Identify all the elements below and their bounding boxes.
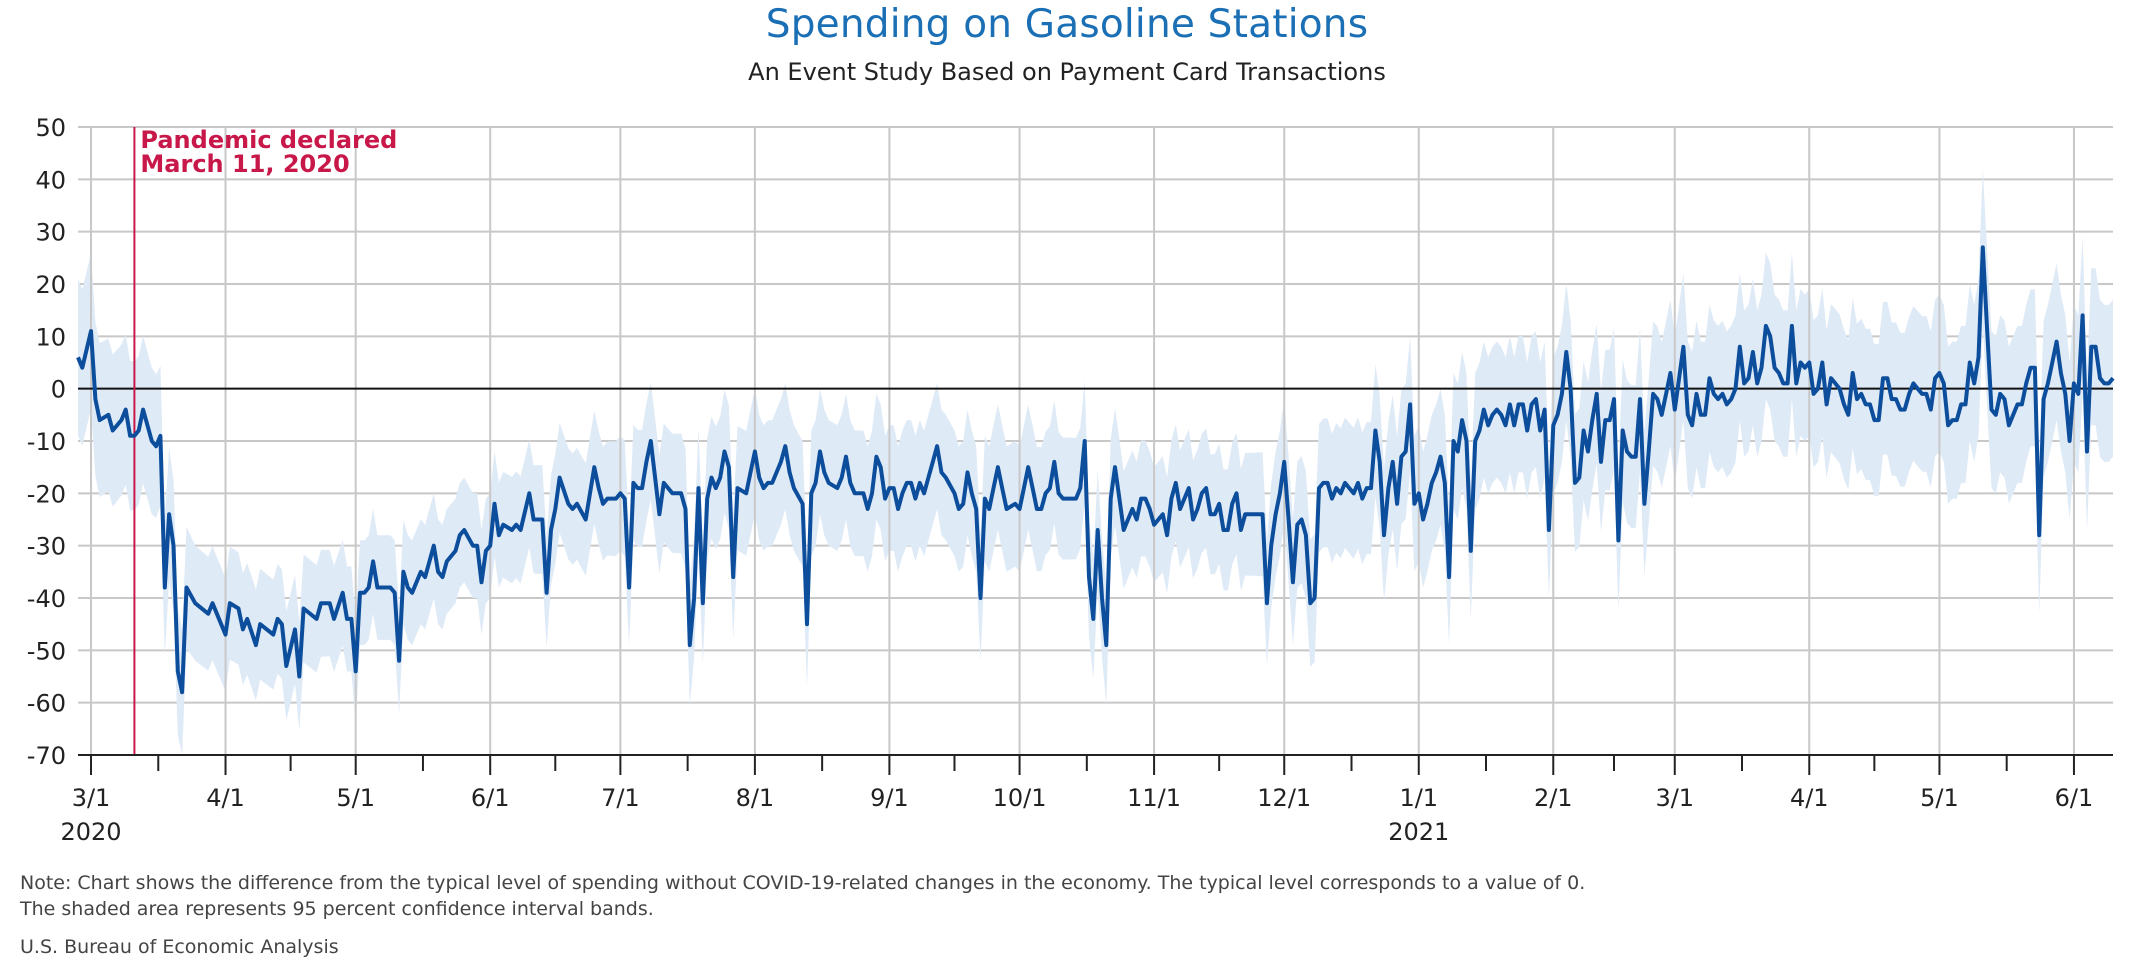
x-tick-label: 10/1 bbox=[993, 784, 1047, 812]
x-tick-label: 4/1 bbox=[1790, 784, 1829, 812]
x-year-label: 2021 bbox=[1388, 818, 1449, 846]
chart-subtitle: An Event Study Based on Payment Card Tra… bbox=[748, 58, 1386, 86]
x-tick-label: 11/1 bbox=[1127, 784, 1181, 812]
x-tick-label: 9/1 bbox=[870, 784, 909, 812]
x-tick-label: 3/1 bbox=[1655, 784, 1694, 812]
x-tick-label: 8/1 bbox=[736, 784, 775, 812]
vertical-grid-lines bbox=[90, 127, 2075, 755]
x-tick-label: 1/1 bbox=[1399, 784, 1438, 812]
y-tick-label: -30 bbox=[27, 533, 66, 561]
series-line bbox=[76, 245, 2115, 695]
x-year-label: 2020 bbox=[60, 818, 121, 846]
grid-lines bbox=[78, 126, 2113, 756]
annotation-line-1: Pandemic declared bbox=[140, 126, 397, 154]
x-tick-label: 5/1 bbox=[1920, 784, 1959, 812]
y-tick-label: 0 bbox=[51, 376, 66, 404]
y-tick-label: 40 bbox=[35, 166, 66, 194]
note-line-2: The shaded area represents 95 percent co… bbox=[20, 898, 654, 920]
y-tick-label: 10 bbox=[35, 323, 66, 351]
source-text: U.S. Bureau of Economic Analysis bbox=[20, 936, 339, 958]
x-tick-label: 12/1 bbox=[1257, 784, 1311, 812]
note-line-1: Note: Chart shows the difference from th… bbox=[20, 872, 1586, 894]
x-tick-label: 5/1 bbox=[336, 784, 375, 812]
y-tick-label: -10 bbox=[27, 428, 66, 456]
y-tick-label: -60 bbox=[27, 690, 66, 718]
x-tick-label: 3/1 bbox=[72, 784, 111, 812]
x-tick-label: 2/1 bbox=[1534, 784, 1573, 812]
line-chart: Pandemic declared March 11, 2020 50 40 30 2… bbox=[27, 114, 2115, 846]
y-tick-label: 20 bbox=[35, 271, 66, 299]
x-axis: 3/1 2020 4/1 5/1 6/1 7/1 8/1 9/1 10/1 11/1 12/1 1/1… bbox=[60, 754, 2113, 846]
x-tick-label: 6/1 bbox=[471, 784, 510, 812]
y-tick-label: 50 bbox=[35, 114, 66, 142]
y-tick-label: -70 bbox=[27, 742, 66, 770]
chart-title: Spending on Gasoline Stations bbox=[765, 2, 1369, 47]
annotation-line-2: March 11, 2020 bbox=[140, 150, 349, 178]
confidence-band bbox=[78, 168, 2113, 755]
x-tick-label: 6/1 bbox=[2055, 784, 2094, 812]
y-tick-label: -20 bbox=[27, 480, 66, 508]
y-tick-label: -40 bbox=[27, 585, 66, 613]
x-tick-label: 4/1 bbox=[206, 784, 245, 812]
y-tick-label: 30 bbox=[35, 219, 66, 247]
x-tick-label: 7/1 bbox=[601, 784, 640, 812]
y-axis-labels: 50 40 30 20 10 0 -10 -20 -30 -40 -50 -60 -70 bbox=[27, 114, 66, 770]
y-tick-label: -50 bbox=[27, 637, 66, 665]
